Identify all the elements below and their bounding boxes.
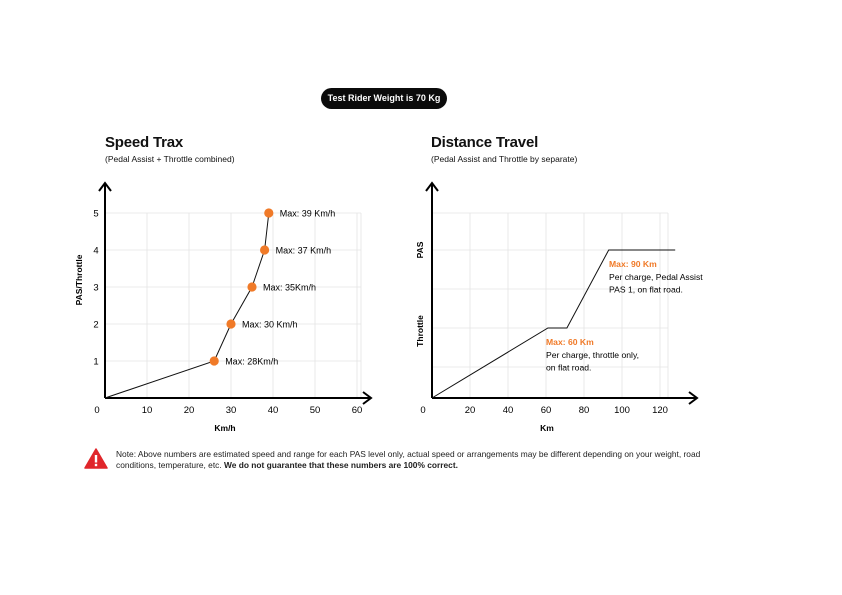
y-tick-label: 4 bbox=[93, 246, 98, 257]
annotation-text: Per charge, throttle only, bbox=[546, 350, 639, 360]
distance-chart: 0 20 40 60 80 100 120 Km Throttle PAS Max: 60 Km Pe… bbox=[415, 181, 703, 433]
x-tick-label: 120 bbox=[652, 405, 668, 416]
x-tick-label: 20 bbox=[465, 405, 476, 416]
annotation-highlight: Max: 90 Km bbox=[609, 259, 657, 269]
x-tick-label: 0 bbox=[94, 405, 99, 416]
speed-data-point bbox=[226, 319, 236, 329]
speed-chart: 0 10 20 30 40 50 60 1 2 3 4 5 Km/h PAS/Throttle Max: 2… bbox=[74, 181, 373, 433]
warning-triangle-icon bbox=[84, 448, 108, 469]
x-tick-label: 80 bbox=[579, 405, 590, 416]
x-tick-label: 0 bbox=[420, 405, 425, 416]
x-tick-label: 100 bbox=[614, 405, 630, 416]
data-label: Max: 37 Km/h bbox=[276, 246, 332, 256]
y-tick-label: 5 bbox=[93, 209, 98, 220]
distance-chart-subtitle: (Pedal Assist and Throttle by separate) bbox=[431, 154, 578, 164]
disclaimer-bold: We do not guarantee that these numbers a… bbox=[224, 460, 458, 470]
distance-chart-title: Distance Travel bbox=[431, 134, 539, 151]
speed-data-point bbox=[260, 245, 270, 255]
data-label: Max: 39 Km/h bbox=[280, 209, 336, 219]
x-tick-label: 30 bbox=[226, 405, 237, 416]
data-label: Max: 35Km/h bbox=[263, 283, 316, 293]
speed-data-point bbox=[209, 356, 219, 366]
y-tick-label: 3 bbox=[93, 283, 98, 294]
data-label: Max: 30 Km/h bbox=[242, 320, 298, 330]
annotation-text: on flat road. bbox=[546, 363, 591, 373]
y-category-label: Throttle bbox=[415, 315, 425, 347]
speed-chart-subtitle: (Pedal Assist + Throttle combined) bbox=[105, 154, 235, 164]
x-tick-label: 40 bbox=[503, 405, 514, 416]
distance-series-line bbox=[431, 249, 676, 399]
y-category-label: PAS bbox=[415, 241, 425, 258]
speed-chart-title: Speed Trax bbox=[105, 134, 184, 151]
x-tick-label: 60 bbox=[541, 405, 552, 416]
y-axis-arrow bbox=[425, 181, 439, 192]
annotation-highlight: Max: 60 Km bbox=[546, 337, 594, 347]
annotation-text: PAS 1, on flat road. bbox=[609, 285, 683, 295]
disclaimer-note: Note: Above numbers are estimated speed … bbox=[116, 449, 726, 471]
x-tick-label: 50 bbox=[310, 405, 321, 416]
y-axis-label: PAS/Throttle bbox=[74, 254, 84, 305]
annotation-text: Per charge, Pedal Assist bbox=[609, 272, 703, 282]
disclaimer-text: Note: Above numbers are estimated speed … bbox=[116, 449, 701, 470]
speed-series-line bbox=[104, 212, 270, 399]
x-tick-label: 20 bbox=[184, 405, 195, 416]
speed-data-point bbox=[247, 282, 257, 292]
data-label: Max: 28Km/h bbox=[225, 357, 278, 367]
y-tick-label: 1 bbox=[93, 357, 98, 368]
x-tick-label: 10 bbox=[142, 405, 153, 416]
speed-data-point bbox=[264, 208, 274, 218]
x-tick-label: 40 bbox=[268, 405, 279, 416]
y-axis-arrow bbox=[98, 181, 112, 192]
x-axis-label: Km bbox=[540, 423, 554, 433]
rider-weight-badge: Test Rider Weight is 70 Kg bbox=[321, 88, 447, 109]
x-tick-label: 60 bbox=[352, 405, 363, 416]
x-axis-label: Km/h bbox=[214, 423, 235, 433]
x-axis-arrow bbox=[362, 391, 373, 405]
y-tick-label: 2 bbox=[93, 320, 98, 331]
x-axis-arrow bbox=[688, 391, 699, 405]
